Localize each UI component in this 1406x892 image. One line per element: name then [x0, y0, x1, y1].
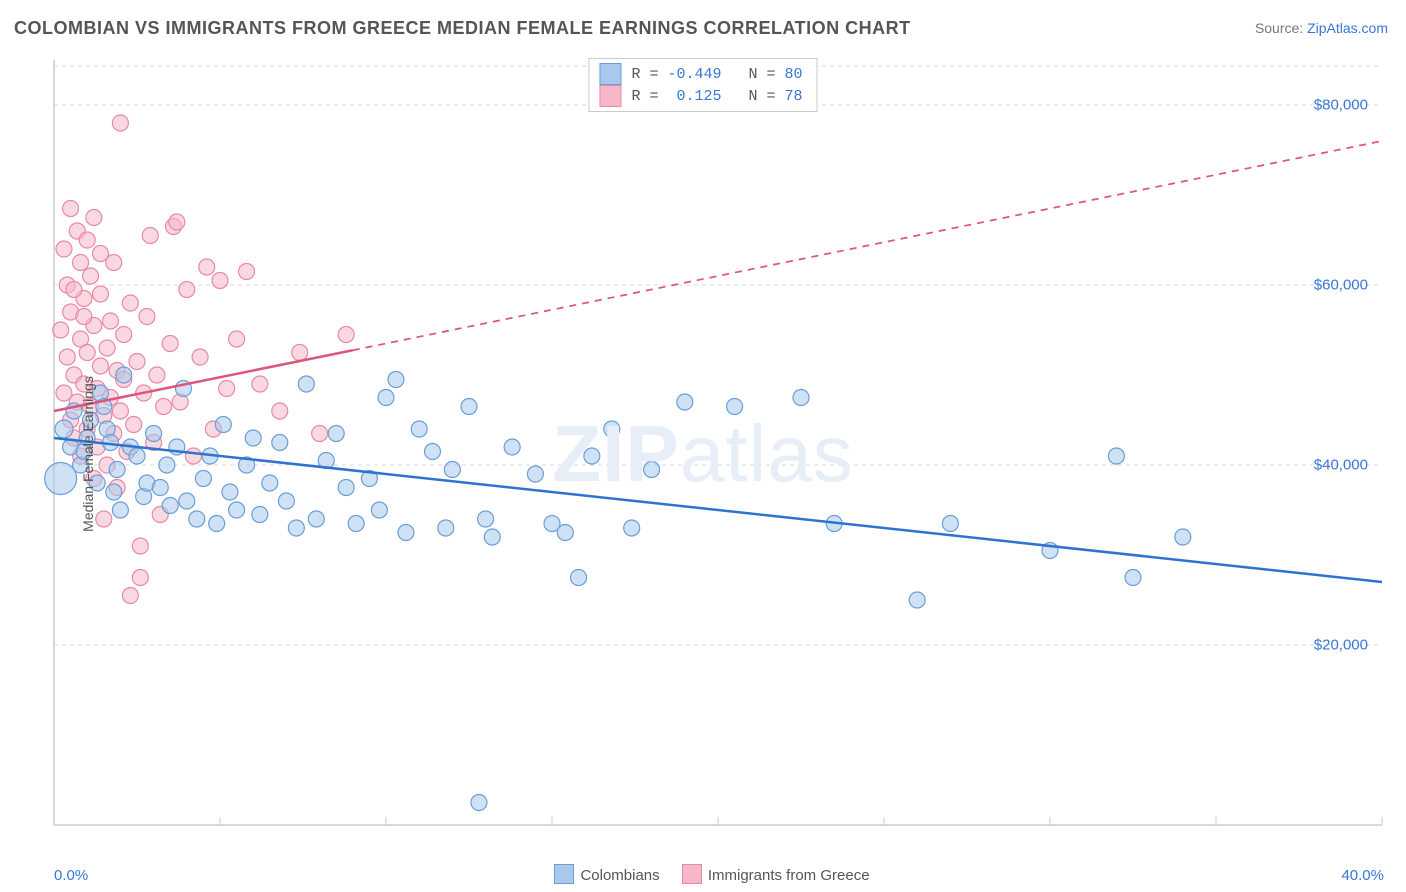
y-tick-label: $60,000 — [1314, 277, 1368, 294]
swatch-series-0 — [554, 864, 574, 884]
correlation-legend: R = -0.449 N = 80 R = 0.125 N = 78 — [588, 58, 817, 112]
y-tick-label: $40,000 — [1314, 457, 1368, 474]
source-label: Source: — [1255, 20, 1307, 36]
chart-container: COLOMBIAN VS IMMIGRANTS FROM GREECE MEDI… — [0, 0, 1406, 892]
series-legend: Colombians Immigrants from Greece — [0, 864, 1406, 884]
chart-area: Median Female Earnings ZIPatlas $20,000$… — [14, 55, 1392, 852]
legend-row-colombians: R = -0.449 N = 80 — [599, 63, 802, 85]
legend-row-greece: R = 0.125 N = 78 — [599, 85, 802, 107]
y-tick-label: $20,000 — [1314, 637, 1368, 654]
swatch-colombians — [599, 63, 621, 85]
legend-label-0: Colombians — [580, 867, 659, 884]
source-link[interactable]: ZipAtlas.com — [1307, 20, 1388, 36]
legend-label-1: Immigrants from Greece — [708, 867, 870, 884]
swatch-greece — [599, 85, 621, 107]
n-value-colombians: 80 — [785, 64, 803, 85]
r-value-greece: 0.125 — [667, 86, 721, 107]
scatter-chart — [14, 55, 1392, 852]
chart-title: COLOMBIAN VS IMMIGRANTS FROM GREECE MEDI… — [14, 18, 911, 39]
source-attribution: Source: ZipAtlas.com — [1255, 20, 1388, 36]
n-value-greece: 78 — [785, 86, 803, 107]
y-tick-label: $80,000 — [1314, 97, 1368, 114]
swatch-series-1 — [682, 864, 702, 884]
r-value-colombians: -0.449 — [667, 64, 721, 85]
y-axis-label: Median Female Earnings — [80, 376, 96, 532]
